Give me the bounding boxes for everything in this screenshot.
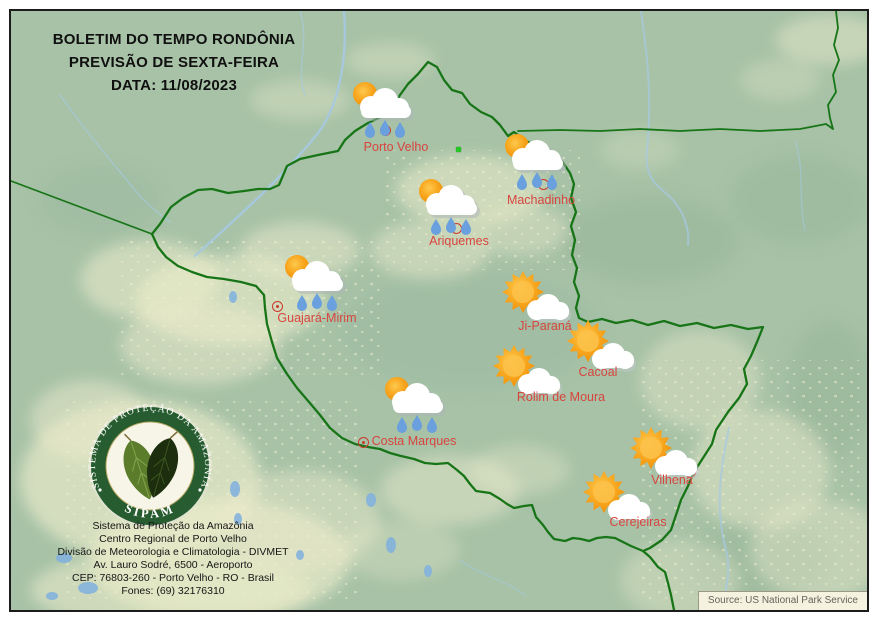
city-marker-guajara-mirim: [272, 301, 283, 312]
logo-name-text: SIPAM: [123, 501, 175, 521]
weather-icon-ji-parana: [501, 270, 575, 326]
sun-cloud-icon: [502, 271, 571, 323]
rivers: [59, 11, 806, 610]
weather-icon-porto-velho: [348, 80, 424, 144]
city-label-cacoal: Cacoal: [578, 365, 618, 379]
address-line: Av. Lauro Sodré, 6500 - Aeroporto: [93, 559, 253, 571]
city-label-ji-parana: Ji-Paraná: [518, 319, 572, 333]
sun-cloud-icon: [567, 320, 636, 372]
city-label-porto-velho: Porto Velho: [363, 140, 429, 154]
address-line: Fones: (69) 32176310: [121, 585, 225, 597]
sun-cloud-icon: [493, 345, 562, 397]
sun-cloud-icon: [630, 427, 699, 479]
sun-cloud-rain-icon: [353, 82, 414, 138]
bulletin-title: BOLETIM DO TEMPO RONDÔNIA PREVISÃO DE SE…: [34, 28, 314, 97]
sun-cloud-icon: [583, 471, 652, 523]
weather-icon-ariquemes: [414, 177, 490, 241]
city-marker-costa-marques: [358, 437, 369, 448]
sipam-logo: SISTEMA DE PROTEÇÃO DA AMAZÔNIA SIPAM: [88, 404, 212, 528]
bulletin-title-line2: PREVISÃO DE SEXTA-FEIRA: [68, 54, 280, 71]
map-frame: [9, 9, 869, 612]
weather-icon-rolim-de-moura: [492, 344, 566, 400]
city-label-costa-marques: Costa Marques: [371, 434, 457, 448]
city-label-ariquemes: Ariquemes: [429, 234, 489, 248]
bulletin-title-line3: DATA: 11/08/2023: [110, 77, 238, 94]
weather-icon-vilhena: [629, 426, 703, 482]
address-line: CEP: 76803-260 - Porto Velho - RO - Bras…: [72, 572, 274, 584]
address-line: Divisão de Meteorologia e Climatologia -…: [57, 546, 289, 558]
city-label-cerejeiras: Cerejeiras: [609, 515, 667, 529]
sipam-logo-badge: SISTEMA DE PROTEÇÃO DA AMAZÔNIA SIPAM: [88, 404, 212, 527]
institution-address: Sistema de Proteção da Amazônia Centro R…: [28, 520, 318, 598]
weather-icon-guajara-mirim: [280, 253, 356, 317]
weather-icon-costa-marques: [380, 375, 456, 439]
sun-cloud-rain-icon: [505, 134, 566, 190]
tree-symbol: [456, 147, 461, 152]
city-label-guajara-mirim: Guajará-Mirim: [277, 311, 357, 325]
state-borders: [11, 11, 840, 610]
address-line: Sistema de Proteção da Amazônia: [92, 520, 254, 532]
sun-cloud-rain-icon: [285, 255, 346, 311]
logo-leaves: [123, 431, 179, 500]
city-label-rolim-de-moura: Rolim de Moura: [516, 390, 606, 404]
bulletin-title-line1: BOLETIM DO TEMPO RONDÔNIA: [52, 31, 296, 48]
city-marker-dot: [275, 304, 279, 308]
weather-icon-machadinho: [500, 132, 576, 196]
city-marker-dot: [361, 440, 365, 444]
city-label-machadinho: Machadinho: [506, 193, 576, 207]
weather-icon-cacoal: [566, 319, 640, 375]
sun-cloud-rain-icon: [419, 179, 480, 235]
svg-text:SIPAM: SIPAM: [123, 501, 178, 521]
source-attribution: Source: US National Park Service: [697, 591, 867, 610]
weather-icon-cerejeiras: [582, 470, 656, 526]
address-line: Centro Regional de Porto Velho: [99, 533, 247, 545]
lakes: [46, 291, 432, 600]
sun-cloud-rain-icon: [385, 377, 446, 433]
city-label-vilhena: Vilhena: [651, 473, 693, 487]
